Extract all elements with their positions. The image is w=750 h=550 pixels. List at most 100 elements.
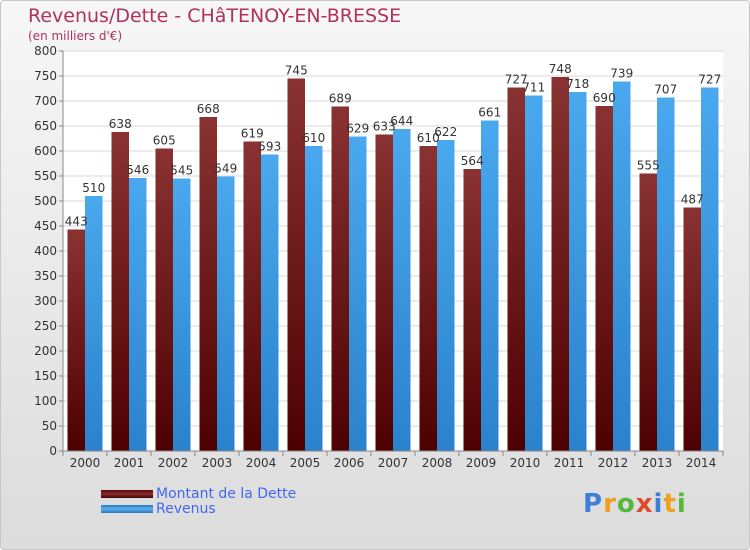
bar-debt	[507, 87, 525, 451]
bar-revenue	[261, 154, 279, 451]
data-label-revenue: 546	[126, 163, 149, 177]
logo-letter: i	[676, 489, 687, 519]
data-label-debt: 638	[109, 117, 132, 131]
chart-subtitle: (en milliers d'€)	[28, 29, 123, 43]
data-label-debt: 619	[241, 127, 264, 141]
x-tick-label: 2012	[598, 456, 629, 470]
bar-debt	[463, 169, 481, 451]
data-label-debt: 633	[373, 120, 396, 134]
data-label-debt: 690	[593, 91, 616, 105]
bar-revenue	[613, 81, 631, 451]
x-tick-label: 2008	[422, 456, 453, 470]
x-tick-label: 2007	[378, 456, 409, 470]
x-tick-label: 2001	[114, 456, 145, 470]
data-label-debt: 689	[329, 92, 352, 106]
bar-debt	[155, 148, 173, 451]
bar-debt	[287, 78, 305, 451]
y-tick-label: 550	[34, 169, 57, 183]
data-label-debt: 605	[153, 134, 176, 148]
bar-debt	[199, 117, 217, 451]
y-tick-label: 250	[34, 319, 57, 333]
data-label-revenue: 727	[698, 73, 721, 87]
data-label-revenue: 510	[82, 181, 105, 195]
data-label-revenue: 629	[346, 122, 369, 136]
data-label-revenue: 644	[390, 114, 413, 128]
data-label-debt: 748	[549, 62, 572, 76]
data-label-revenue: 711	[522, 81, 545, 95]
x-tick-label: 2000	[70, 456, 101, 470]
bar-debt	[67, 229, 85, 451]
y-tick-label: 0	[49, 444, 57, 458]
bar-debt	[639, 173, 657, 451]
y-tick-label: 600	[34, 144, 57, 158]
bar-debt	[419, 146, 437, 451]
y-tick-label: 300	[34, 294, 57, 308]
bar-revenue	[173, 178, 191, 451]
logo-letter: t	[663, 489, 677, 519]
data-label-revenue: 545	[170, 164, 193, 178]
bar-revenue	[437, 140, 455, 451]
bar-revenue	[701, 87, 719, 451]
data-label-revenue: 661	[478, 106, 501, 120]
data-label-revenue: 593	[258, 140, 281, 154]
bar-debt	[375, 134, 393, 451]
bar-revenue	[657, 97, 675, 451]
y-tick-label: 700	[34, 94, 57, 108]
data-label-debt: 668	[197, 102, 220, 116]
y-tick-label: 400	[34, 244, 57, 258]
data-label-revenue: 739	[610, 67, 633, 81]
data-label-revenue: 707	[654, 83, 677, 97]
legend-label-revenue: Revenus	[156, 501, 216, 517]
x-tick-label: 2004	[246, 456, 277, 470]
y-tick-label: 450	[34, 219, 57, 233]
x-tick-label: 2014	[686, 456, 717, 470]
logo-letter: P	[583, 489, 604, 519]
y-tick-label: 800	[34, 44, 57, 58]
bar-revenue	[525, 95, 543, 451]
legend-label-debt: Montant de la Dette	[156, 486, 297, 502]
data-label-debt: 487	[681, 193, 704, 207]
data-label-revenue: 718	[566, 77, 589, 91]
logo-letter: o	[616, 489, 636, 519]
bar-debt	[331, 106, 349, 451]
y-tick-label: 650	[34, 119, 57, 133]
bar-revenue	[129, 178, 147, 451]
logo-letter: r	[603, 489, 617, 519]
logo-letter: x	[635, 489, 654, 519]
data-label-revenue: 549	[214, 162, 237, 176]
chart-title: Revenus/Dette - CHâTENOY-EN-BRESSE	[28, 5, 402, 27]
x-tick-label: 2013	[642, 456, 673, 470]
bar-revenue	[305, 146, 323, 451]
data-label-debt: 610	[417, 131, 440, 145]
y-tick-label: 150	[34, 369, 57, 383]
bar-revenue	[569, 92, 587, 451]
data-label-revenue: 610	[302, 131, 325, 145]
x-tick-label: 2002	[158, 456, 189, 470]
bar-debt	[551, 77, 569, 451]
bar-debt	[111, 132, 129, 451]
legend-swatch-revenue	[101, 505, 153, 513]
y-tick-label: 100	[34, 394, 57, 408]
bar-revenue	[349, 136, 367, 451]
proxiti-logo: Proxiti	[583, 489, 687, 519]
legend-swatch-debt	[101, 490, 153, 498]
x-tick-label: 2005	[290, 456, 321, 470]
data-label-debt: 564	[461, 154, 484, 168]
data-label-debt: 443	[65, 215, 88, 229]
x-tick-label: 2010	[510, 456, 541, 470]
bar-debt	[595, 106, 613, 451]
bar-revenue	[481, 120, 499, 451]
y-tick-label: 50	[42, 419, 57, 433]
data-label-debt: 727	[505, 73, 528, 87]
y-tick-label: 350	[34, 269, 57, 283]
x-tick-label: 2003	[202, 456, 233, 470]
logo-letter: i	[653, 489, 664, 519]
data-label-revenue: 622	[434, 125, 457, 139]
x-tick-label: 2011	[554, 456, 585, 470]
bar-debt	[243, 141, 261, 451]
y-tick-label: 750	[34, 69, 57, 83]
x-tick-label: 2006	[334, 456, 365, 470]
y-tick-label: 500	[34, 194, 57, 208]
